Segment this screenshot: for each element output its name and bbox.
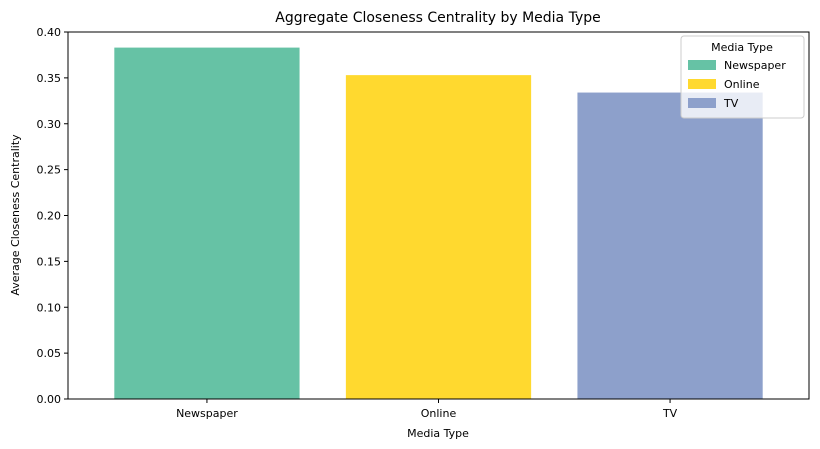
- legend-box: [680, 35, 805, 119]
- y-tick-label: 0.05: [37, 347, 62, 360]
- y-tick-label: 0.10: [37, 301, 62, 314]
- legend-entry-online: Online: [724, 78, 760, 91]
- y-axis: 0.00 0.05 0.10 0.15 0.20 0.25 0.30 0.35 0.40: [37, 26, 68, 406]
- y-tick-label: 0.20: [37, 210, 62, 223]
- x-tick-label: Newspaper: [176, 407, 238, 420]
- legend-swatch-tv: [688, 98, 716, 108]
- x-tick-label: Online: [421, 407, 457, 420]
- x-axis: Newspaper Online TV: [176, 399, 678, 420]
- legend-swatch-online: [688, 79, 716, 89]
- x-axis-label: Media Type: [407, 427, 469, 440]
- y-tick-label: 0.40: [37, 26, 62, 39]
- bars: [114, 47, 763, 400]
- legend-entry-tv: TV: [723, 97, 739, 110]
- legend-swatch-newspaper: [688, 60, 716, 70]
- y-axis-label: Average Closeness Centrality: [9, 134, 22, 296]
- bar-tv: [577, 92, 763, 400]
- y-tick-label: 0.35: [37, 72, 62, 85]
- y-tick-label: 0.00: [37, 393, 62, 406]
- legend-title: Media Type: [711, 41, 773, 54]
- bar-online: [345, 75, 532, 399]
- legend-entry-newspaper: Newspaper: [724, 59, 786, 72]
- y-tick-label: 0.30: [37, 118, 62, 131]
- y-tick-label: 0.15: [37, 255, 62, 268]
- bar-newspaper: [114, 47, 300, 399]
- x-tick-label: TV: [662, 407, 678, 420]
- y-tick-label: 0.25: [37, 164, 62, 177]
- legend: Media Type Newspaper Online TV: [680, 35, 805, 119]
- chart-title: Aggregate Closeness Centrality by Media …: [275, 10, 600, 26]
